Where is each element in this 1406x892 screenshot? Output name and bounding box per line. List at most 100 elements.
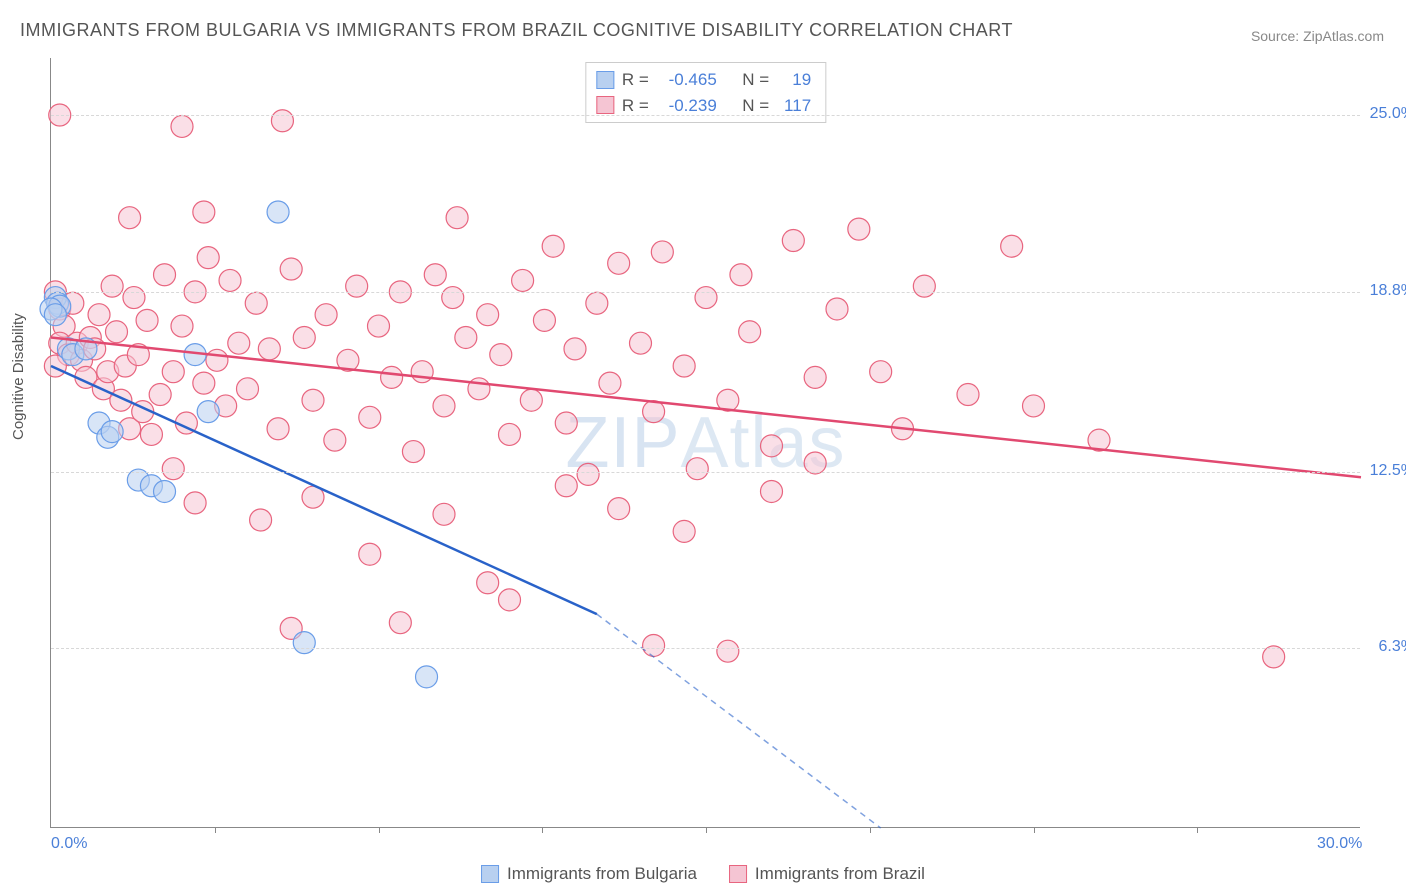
scatter-point <box>184 492 206 514</box>
scatter-point <box>402 441 424 463</box>
legend-swatch <box>596 71 614 89</box>
scatter-point <box>44 304 66 326</box>
scatter-point <box>555 412 577 434</box>
scatter-point <box>245 292 267 314</box>
scatter-point <box>512 269 534 291</box>
x-tick <box>215 827 216 833</box>
x-tick-label: 30.0% <box>1317 835 1362 853</box>
legend-swatch <box>481 865 499 883</box>
scatter-point <box>695 287 717 309</box>
scatter-point <box>381 366 403 388</box>
scatter-svg <box>51 58 1360 827</box>
scatter-point <box>219 269 241 291</box>
y-tick-label: 12.5% <box>1365 462 1406 480</box>
scatter-point <box>149 384 171 406</box>
scatter-point <box>599 372 621 394</box>
scatter-point <box>782 230 804 252</box>
chart-title: IMMIGRANTS FROM BULGARIA VS IMMIGRANTS F… <box>20 20 1013 41</box>
legend: Immigrants from Bulgaria Immigrants from … <box>481 864 925 884</box>
scatter-point <box>477 304 499 326</box>
chart-plot-area: ZIPAtlas R =-0.465 N =19R =-0.239 N =117… <box>50 58 1360 828</box>
scatter-point <box>673 355 695 377</box>
legend-label: Immigrants from Brazil <box>755 864 925 884</box>
scatter-point <box>608 498 630 520</box>
scatter-point <box>848 218 870 240</box>
legend-label: Immigrants from Bulgaria <box>507 864 697 884</box>
scatter-point <box>455 326 477 348</box>
scatter-point <box>88 304 110 326</box>
scatter-point <box>1023 395 1045 417</box>
scatter-point <box>533 309 555 331</box>
scatter-point <box>520 389 542 411</box>
x-tick-label: 0.0% <box>51 835 87 853</box>
scatter-point <box>957 384 979 406</box>
source-attribution: Source: ZipAtlas.com <box>1251 28 1384 44</box>
scatter-point <box>101 421 123 443</box>
r-value: -0.465 <box>657 67 717 93</box>
x-tick <box>1197 827 1198 833</box>
correlation-box: R =-0.465 N =19R =-0.239 N =117 <box>585 62 826 123</box>
correlation-row: R =-0.465 N =19 <box>596 67 811 93</box>
legend-item: Immigrants from Bulgaria <box>481 864 697 884</box>
scatter-point <box>359 543 381 565</box>
scatter-point <box>206 349 228 371</box>
y-tick-label: 6.3% <box>1365 638 1406 656</box>
scatter-point <box>490 344 512 366</box>
scatter-point <box>826 298 848 320</box>
scatter-point <box>324 429 346 451</box>
scatter-point <box>913 275 935 297</box>
x-tick <box>706 827 707 833</box>
scatter-point <box>673 520 695 542</box>
scatter-point <box>555 475 577 497</box>
scatter-point <box>197 247 219 269</box>
scatter-point <box>739 321 761 343</box>
gridline <box>51 472 1360 473</box>
scatter-point <box>162 458 184 480</box>
scatter-point <box>586 292 608 314</box>
scatter-point <box>389 612 411 634</box>
scatter-point <box>140 423 162 445</box>
scatter-point <box>162 361 184 383</box>
scatter-point <box>411 361 433 383</box>
scatter-point <box>123 287 145 309</box>
scatter-point <box>267 418 289 440</box>
scatter-point <box>1001 235 1023 257</box>
scatter-point <box>542 235 564 257</box>
scatter-point <box>870 361 892 383</box>
scatter-point <box>136 309 158 331</box>
legend-swatch <box>729 865 747 883</box>
gridline <box>51 115 1360 116</box>
scatter-point <box>171 315 193 337</box>
x-tick <box>870 827 871 833</box>
scatter-point <box>804 366 826 388</box>
scatter-point <box>193 372 215 394</box>
scatter-point <box>416 666 438 688</box>
scatter-point <box>293 632 315 654</box>
scatter-point <box>119 207 141 229</box>
y-tick-label: 18.8% <box>1365 282 1406 300</box>
n-value: 19 <box>777 67 811 93</box>
x-tick <box>1034 827 1035 833</box>
gridline <box>51 648 1360 649</box>
scatter-point <box>499 589 521 611</box>
scatter-point <box>608 252 630 274</box>
scatter-point <box>154 480 176 502</box>
x-tick <box>542 827 543 833</box>
scatter-point <box>643 401 665 423</box>
scatter-point <box>258 338 280 360</box>
scatter-point <box>651 241 673 263</box>
scatter-point <box>271 110 293 132</box>
y-axis-label: Cognitive Disability <box>10 313 27 440</box>
n-label: N = <box>742 67 769 93</box>
scatter-point <box>730 264 752 286</box>
scatter-point <box>237 378 259 400</box>
scatter-point <box>154 264 176 286</box>
scatter-point <box>433 395 455 417</box>
scatter-point <box>499 423 521 445</box>
x-tick <box>379 827 380 833</box>
scatter-point <box>250 509 272 531</box>
scatter-point <box>267 201 289 223</box>
scatter-point <box>280 258 302 280</box>
scatter-point <box>171 115 193 137</box>
y-tick-label: 25.0% <box>1365 105 1406 123</box>
